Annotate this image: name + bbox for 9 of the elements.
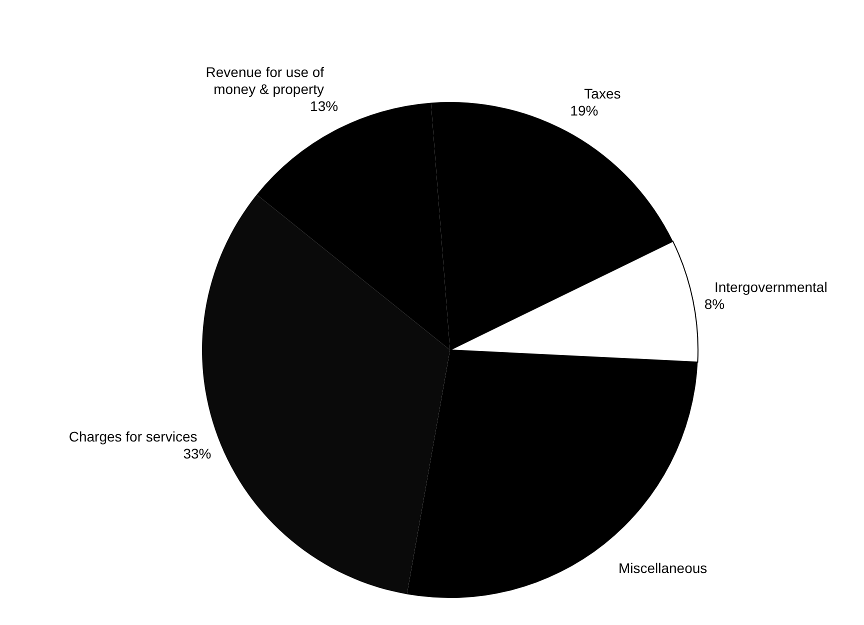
data-label: 33% [183, 445, 212, 462]
data-label: 8% [704, 296, 725, 312]
slice-label: Taxes [584, 86, 621, 102]
slice-label: Charges for services [68, 428, 198, 444]
data-label: 13% [310, 98, 338, 114]
slice-label: Intergovernmental [714, 279, 828, 296]
data-label: 19% [570, 102, 598, 119]
slice-label: Miscellaneous [618, 560, 708, 576]
slice-label: Revenue for use of money & property [206, 64, 324, 98]
